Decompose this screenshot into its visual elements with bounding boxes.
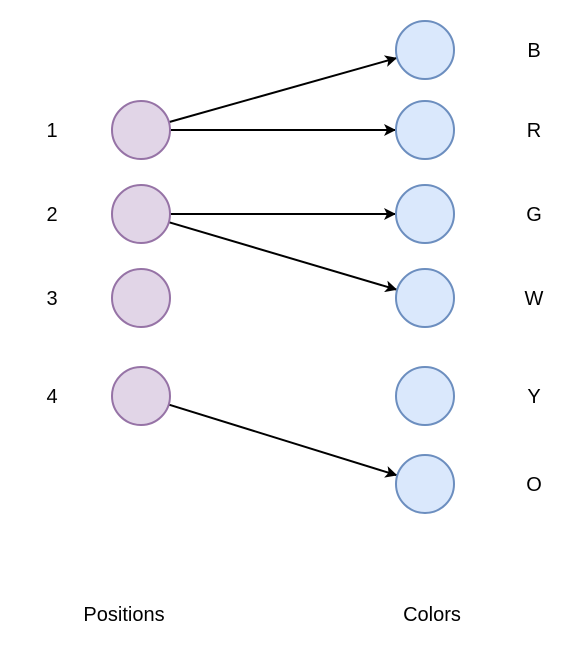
position-node-3 — [111, 268, 171, 328]
position-node-1 — [111, 100, 171, 160]
positions-caption: Positions — [83, 604, 164, 626]
color-label-G: G — [526, 204, 542, 226]
colors-caption: Colors — [403, 604, 461, 626]
color-node-W — [395, 268, 455, 328]
color-label-Y: Y — [527, 386, 540, 408]
edge-1-to-B — [168, 55, 398, 124]
color-node-B — [395, 20, 455, 80]
edges-layer — [168, 55, 398, 478]
color-node-O — [395, 454, 455, 514]
color-node-G — [395, 184, 455, 244]
position-label-4: 4 — [46, 386, 57, 408]
edge-4-to-O — [168, 403, 398, 478]
labels-layer: 1 2 3 4 B R G W Y O — [46, 40, 543, 496]
color-node-Y — [395, 366, 455, 426]
edge-2-to-W — [168, 221, 398, 293]
nodes-layer — [111, 20, 455, 514]
color-label-R: R — [527, 120, 541, 142]
position-label-3: 3 — [46, 288, 57, 310]
color-label-O: O — [526, 474, 542, 496]
color-label-W: W — [525, 288, 544, 310]
position-label-1: 1 — [46, 120, 57, 142]
position-node-2 — [111, 184, 171, 244]
color-label-B: B — [527, 40, 540, 62]
position-node-4 — [111, 366, 171, 426]
position-label-2: 2 — [46, 204, 57, 226]
color-node-R — [395, 100, 455, 160]
